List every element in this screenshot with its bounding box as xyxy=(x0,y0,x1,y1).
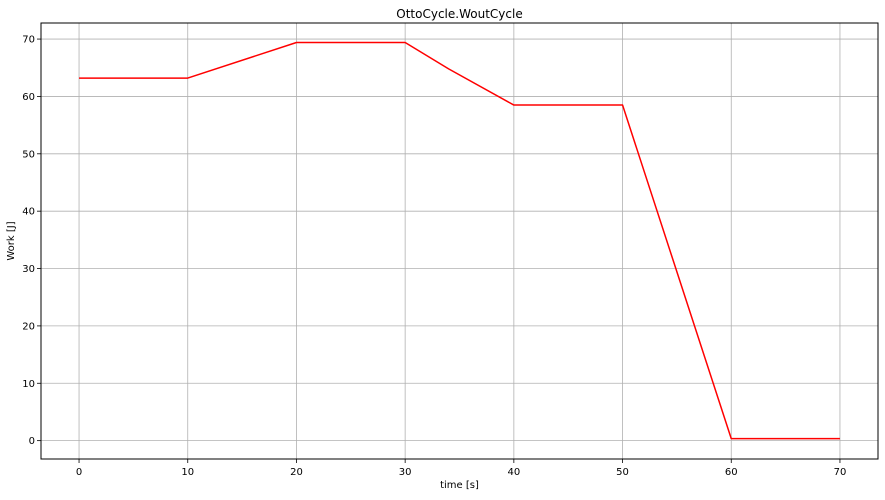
x-tick-label: 40 xyxy=(507,467,520,478)
y-tick-label: 20 xyxy=(22,321,35,332)
plot-area-frame xyxy=(40,22,879,460)
series-line xyxy=(79,41,840,440)
y-tick-label: 60 xyxy=(22,92,35,103)
y-tick-label: 10 xyxy=(22,379,35,390)
y-axis-label: Work [J] xyxy=(6,221,17,260)
x-tick-label: 30 xyxy=(399,467,412,478)
grid-layer xyxy=(41,23,878,459)
x-tick-label: 60 xyxy=(725,467,738,478)
y-tick-label: 70 xyxy=(22,35,35,46)
y-tick-label: 40 xyxy=(22,207,35,218)
x-tick-label: 70 xyxy=(834,467,847,478)
ticks-layer: 0 10 20 30 40 50 60 70 0 10 20 30 40 50 60 70 xyxy=(22,35,846,478)
chart-title: OttoCycle.WoutCycle xyxy=(396,7,522,21)
y-tick-label: 30 xyxy=(22,264,35,275)
x-tick-label: 10 xyxy=(181,467,194,478)
y-tick-label: 50 xyxy=(22,149,35,160)
series-layer xyxy=(79,41,840,440)
x-tick-label: 20 xyxy=(290,467,303,478)
y-tick-label: 0 xyxy=(29,436,35,447)
x-axis-label: time [s] xyxy=(440,480,479,491)
x-tick-label: 0 xyxy=(76,467,82,478)
x-tick-label: 50 xyxy=(616,467,629,478)
